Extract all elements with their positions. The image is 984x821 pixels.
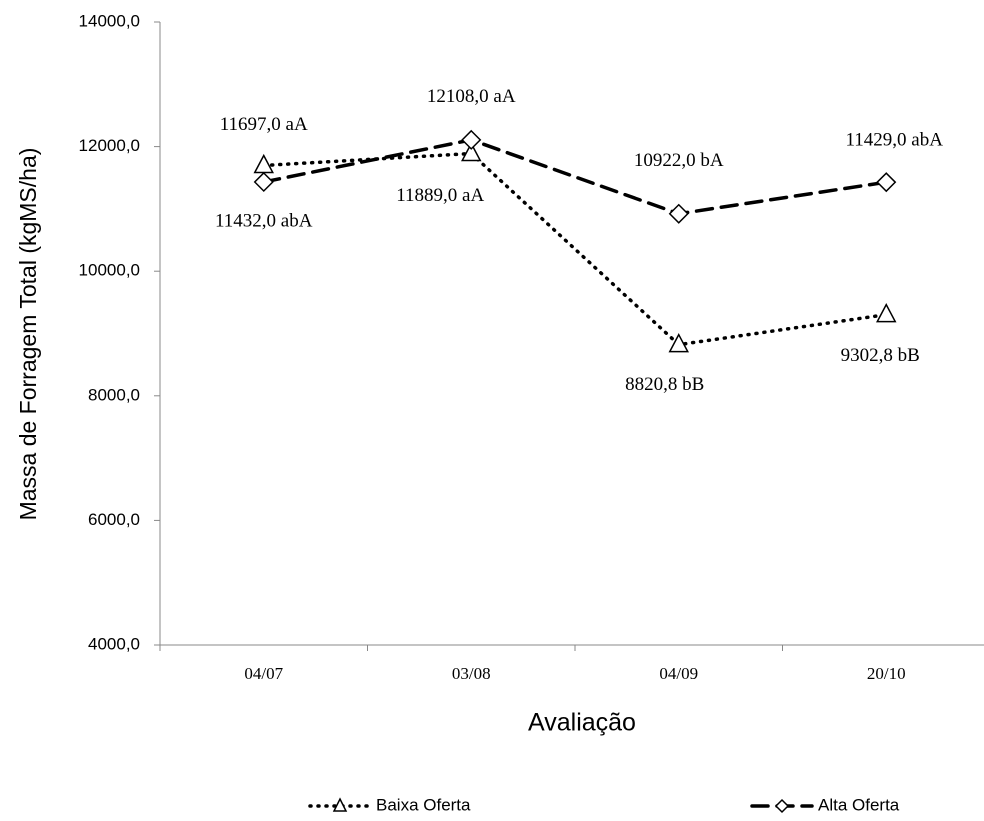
marker xyxy=(461,141,482,162)
legend-label: Alta Oferta xyxy=(818,795,900,814)
marker xyxy=(253,153,274,174)
marker xyxy=(668,333,689,353)
marker xyxy=(876,303,897,323)
data-label: 10922,0 bA xyxy=(634,150,724,171)
legend-marker xyxy=(332,797,348,812)
data-label: 11889,0 aA xyxy=(396,185,484,206)
series-line xyxy=(262,151,888,347)
x-tick-label: 03/08 xyxy=(452,664,491,683)
y-tick-label: 6000,0 xyxy=(88,510,140,529)
y-tick-label: 10000,0 xyxy=(79,261,140,280)
data-label: 12108,0 aA xyxy=(427,86,516,107)
y-tick-label: 4000,0 xyxy=(88,634,140,653)
x-tick-label: 04/07 xyxy=(244,664,283,683)
data-label: 8820,8 bB xyxy=(625,374,704,395)
x-tick-label: 20/10 xyxy=(867,664,906,683)
y-tick-label: 8000,0 xyxy=(88,385,140,404)
data-label: 11429,0 abA xyxy=(846,130,944,151)
marker xyxy=(253,171,274,193)
y-tick-label: 14000,0 xyxy=(79,11,140,30)
x-tick-label: 04/09 xyxy=(659,664,698,683)
series-line xyxy=(262,138,888,216)
marker xyxy=(668,203,689,224)
legend-marker xyxy=(774,798,790,814)
data-label: 9302,8 bB xyxy=(841,345,920,366)
marker xyxy=(461,129,482,150)
marker xyxy=(876,172,897,193)
x-axis-title: Avaliação xyxy=(528,709,636,737)
data-label: 11697,0 aA xyxy=(220,114,308,135)
data-label: 11432,0 abA xyxy=(215,210,313,231)
y-tick-label: 12000,0 xyxy=(79,136,140,155)
legend-label: Baixa Oferta xyxy=(376,795,471,814)
y-axis-title: Massa de Forragem Total (kgMS/ha) xyxy=(15,148,41,521)
